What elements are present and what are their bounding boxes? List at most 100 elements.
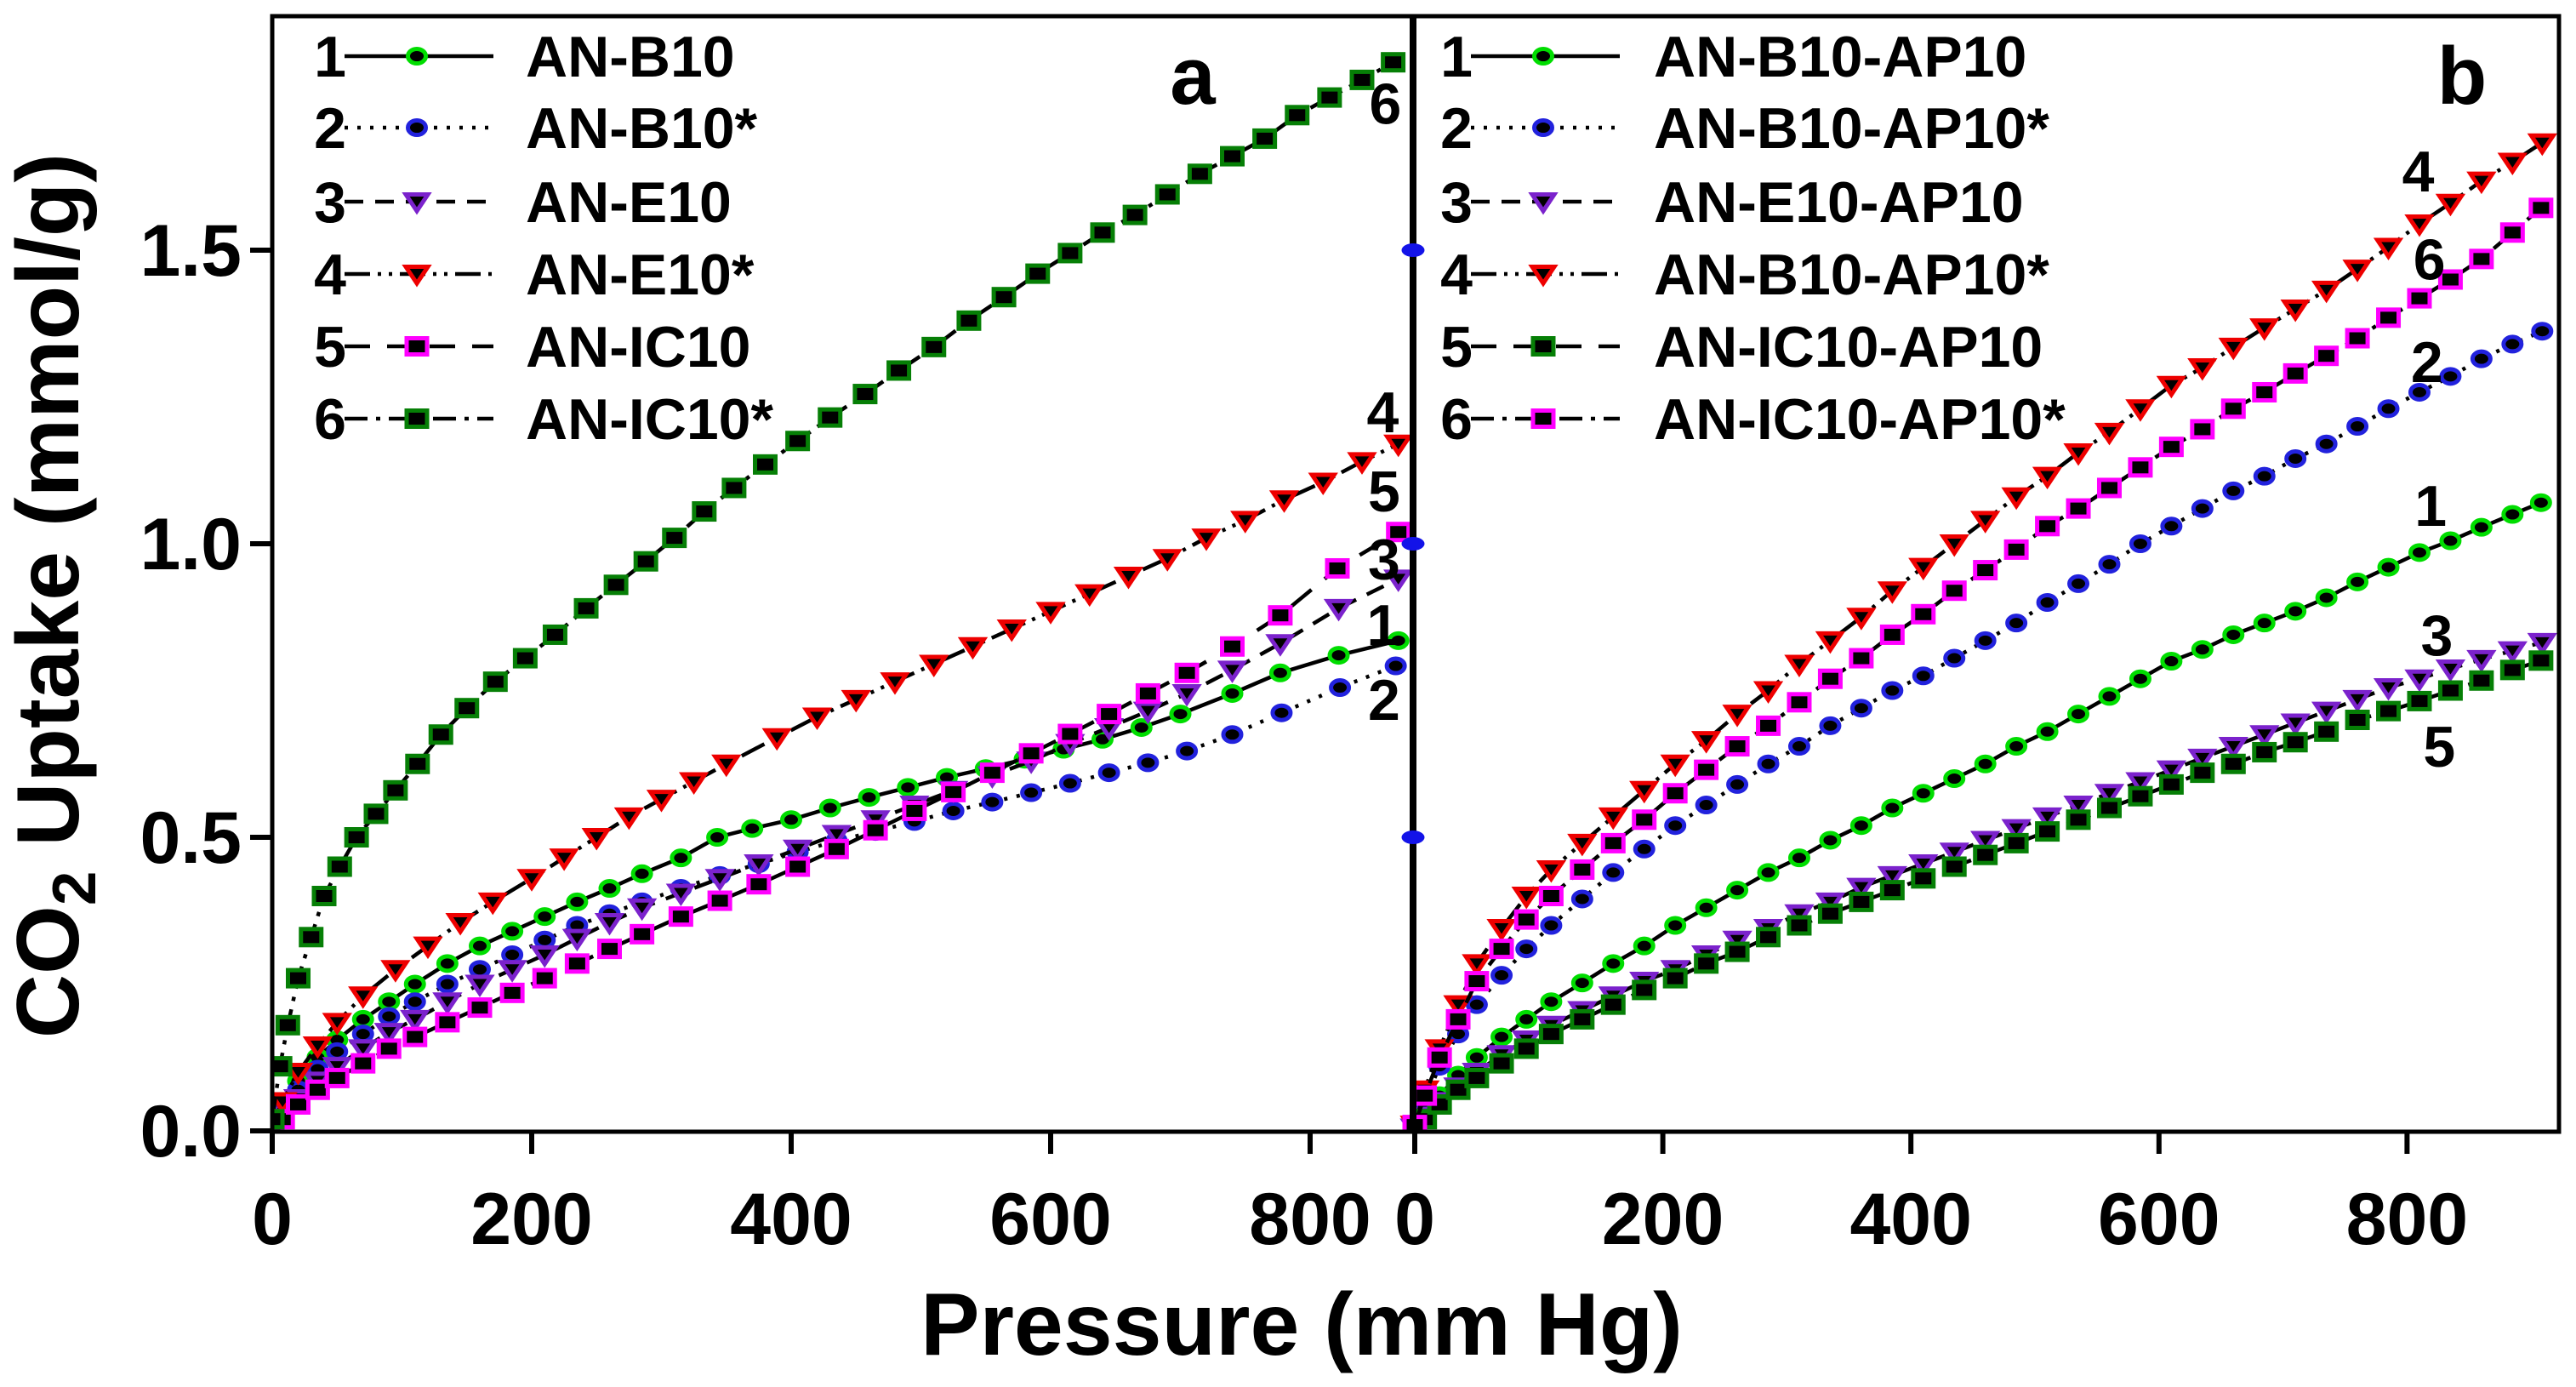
square-marker xyxy=(863,819,888,841)
square-marker xyxy=(2066,498,2091,519)
curve-number-label-a-5: 5 xyxy=(1368,459,1400,524)
circle-marker xyxy=(741,819,764,838)
square-marker xyxy=(1911,868,1936,889)
triangle-marker xyxy=(1908,557,1939,581)
square-marker xyxy=(1911,603,1936,625)
triangle-marker xyxy=(1846,608,1877,631)
triangle-marker xyxy=(1268,490,1300,513)
circle-marker xyxy=(2284,602,2307,621)
square-marker xyxy=(1174,662,1200,683)
circle-marker xyxy=(1819,716,1842,735)
legend-item-AN-E10: 3 AN-E10 xyxy=(314,170,732,235)
circle-marker xyxy=(1726,881,1749,900)
circle-marker xyxy=(2160,652,2183,671)
circle-marker xyxy=(533,930,556,950)
square-marker xyxy=(344,827,369,848)
legend-label: AN-B10 xyxy=(526,25,735,89)
series-line-2-AN-B10* xyxy=(272,664,1397,1127)
circle-marker xyxy=(2036,722,2059,741)
circle-marker xyxy=(2470,517,2493,537)
square-marker xyxy=(286,1093,311,1115)
square-marker xyxy=(1427,1047,1452,1068)
square-marker xyxy=(2345,328,2370,349)
legend-item-AN-B10: 1 AN-B10 xyxy=(314,25,735,89)
square-marker xyxy=(1570,1008,1595,1030)
circle-marker xyxy=(1221,683,1244,703)
square-marker xyxy=(1018,743,1044,764)
circle-marker xyxy=(1602,954,1625,973)
triangle-marker xyxy=(1722,930,1752,954)
circle-marker xyxy=(1329,678,1352,698)
triangle-marker xyxy=(477,892,508,916)
legend-panel-b: 1 AN-B10-AP10 2 AN-B10-AP10* 3 AN-E10-AP10 4 AN… xyxy=(1440,25,2066,452)
series-line-6-AN-IC10-AP10* xyxy=(1412,206,2543,1126)
square-marker xyxy=(1097,704,1122,725)
triangle-marker xyxy=(2373,237,2404,261)
panel-b-plot-area xyxy=(1399,133,2557,1132)
square-marker xyxy=(1787,692,1812,713)
square-marker xyxy=(2407,690,2432,711)
square-marker xyxy=(1538,886,1564,906)
square-marker xyxy=(785,856,811,877)
triangle-marker xyxy=(2125,772,2156,795)
square-marker xyxy=(272,1056,293,1077)
circle-marker xyxy=(1695,898,1718,917)
square-marker xyxy=(2469,248,2494,270)
circle-marker xyxy=(1695,796,1718,815)
triangle-marker xyxy=(1815,892,1846,916)
square-marker xyxy=(1694,953,1719,974)
panel-a: 0 200 400 600 800 1 2 3 4 5 6 1 AN-B10 2 AN-B10* 3 AN-E1… xyxy=(252,25,1414,1260)
square-marker xyxy=(1538,1024,1564,1045)
curve-number-label-a-3: 3 xyxy=(1368,527,1400,591)
triangle-marker xyxy=(2094,784,2125,807)
triangle-marker xyxy=(678,772,710,795)
circle-marker xyxy=(1327,646,1350,665)
square-marker xyxy=(1317,87,1342,108)
square-marker xyxy=(1787,915,1812,936)
triangle-marker xyxy=(1511,887,1542,910)
triangle-marker xyxy=(1567,833,1598,857)
triangle-marker xyxy=(1035,602,1066,625)
triangle-marker xyxy=(2435,659,2466,682)
series-markers-5-AN-IC10 xyxy=(272,522,1411,1132)
square-marker xyxy=(1154,184,1180,205)
triangle-marker xyxy=(2342,689,2373,713)
legend-triangle-marker xyxy=(1528,192,1559,215)
x-tick-label: 400 xyxy=(730,1179,852,1260)
triangle-marker xyxy=(2466,171,2497,195)
square-marker xyxy=(1756,927,1781,948)
circle-marker xyxy=(1912,666,1935,686)
triangle-marker xyxy=(302,1036,333,1059)
triangle-marker xyxy=(2280,300,2311,322)
square-marker xyxy=(1445,1008,1471,1030)
legend-item-AN-IC10-AP10: 5 AN-IC10-AP10 xyxy=(1440,315,2043,380)
triangle-marker xyxy=(2063,796,2094,819)
circle-marker xyxy=(1819,830,1842,850)
triangle-marker xyxy=(497,960,527,983)
legend-triangle-marker xyxy=(402,265,432,288)
triangle-marker xyxy=(744,854,774,877)
x-tick-label: 0 xyxy=(1394,1179,1435,1260)
legend-triangle-marker xyxy=(1528,265,1559,288)
circle-marker xyxy=(1268,663,1291,682)
circle-marker xyxy=(598,879,621,899)
square-marker xyxy=(311,886,337,906)
square-marker xyxy=(305,1079,330,1100)
circle-marker xyxy=(1169,705,1192,724)
triangle-marker xyxy=(322,1057,352,1080)
triangle-marker xyxy=(1152,549,1183,572)
circle-marker xyxy=(2377,557,2400,577)
square-marker xyxy=(692,501,717,522)
triangle-marker xyxy=(380,960,411,983)
legend-item-AN-IC10*: 6 AN-IC10* xyxy=(314,387,773,452)
circle-marker xyxy=(1515,939,1538,959)
x-tick-label: 400 xyxy=(1849,1179,1972,1260)
square-marker xyxy=(1285,105,1310,126)
circle-marker xyxy=(2005,614,2028,633)
circle-marker xyxy=(2222,625,2245,644)
legend-circle-marker xyxy=(406,118,428,137)
legend-label: AN-IC10-AP10 xyxy=(1654,315,2043,380)
circle-marker xyxy=(2067,705,2090,724)
y-axis-title: CO2 Uptake (mmol/g) xyxy=(0,153,109,1038)
panel-a-plot-area xyxy=(272,52,1414,1132)
